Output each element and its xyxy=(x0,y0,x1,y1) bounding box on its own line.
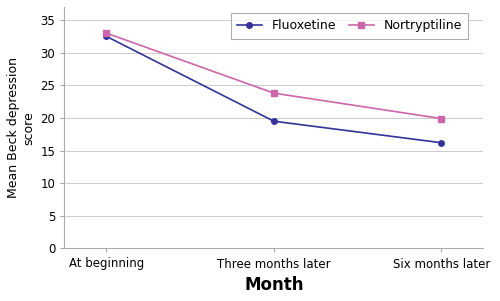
Fluoxetine xyxy=(104,35,110,38)
Y-axis label: Mean Beck depression
score: Mean Beck depression score xyxy=(7,57,35,198)
X-axis label: Month: Month xyxy=(244,276,304,294)
Nortryptiline xyxy=(438,117,444,120)
Line: Fluoxetine: Fluoxetine xyxy=(104,33,444,145)
Legend: Fluoxetine, Nortryptiline: Fluoxetine, Nortryptiline xyxy=(230,13,468,39)
Nortryptiline xyxy=(271,91,277,95)
Fluoxetine xyxy=(438,141,444,144)
Line: Nortryptiline: Nortryptiline xyxy=(104,30,444,121)
Nortryptiline xyxy=(104,31,110,35)
Fluoxetine xyxy=(271,119,277,123)
